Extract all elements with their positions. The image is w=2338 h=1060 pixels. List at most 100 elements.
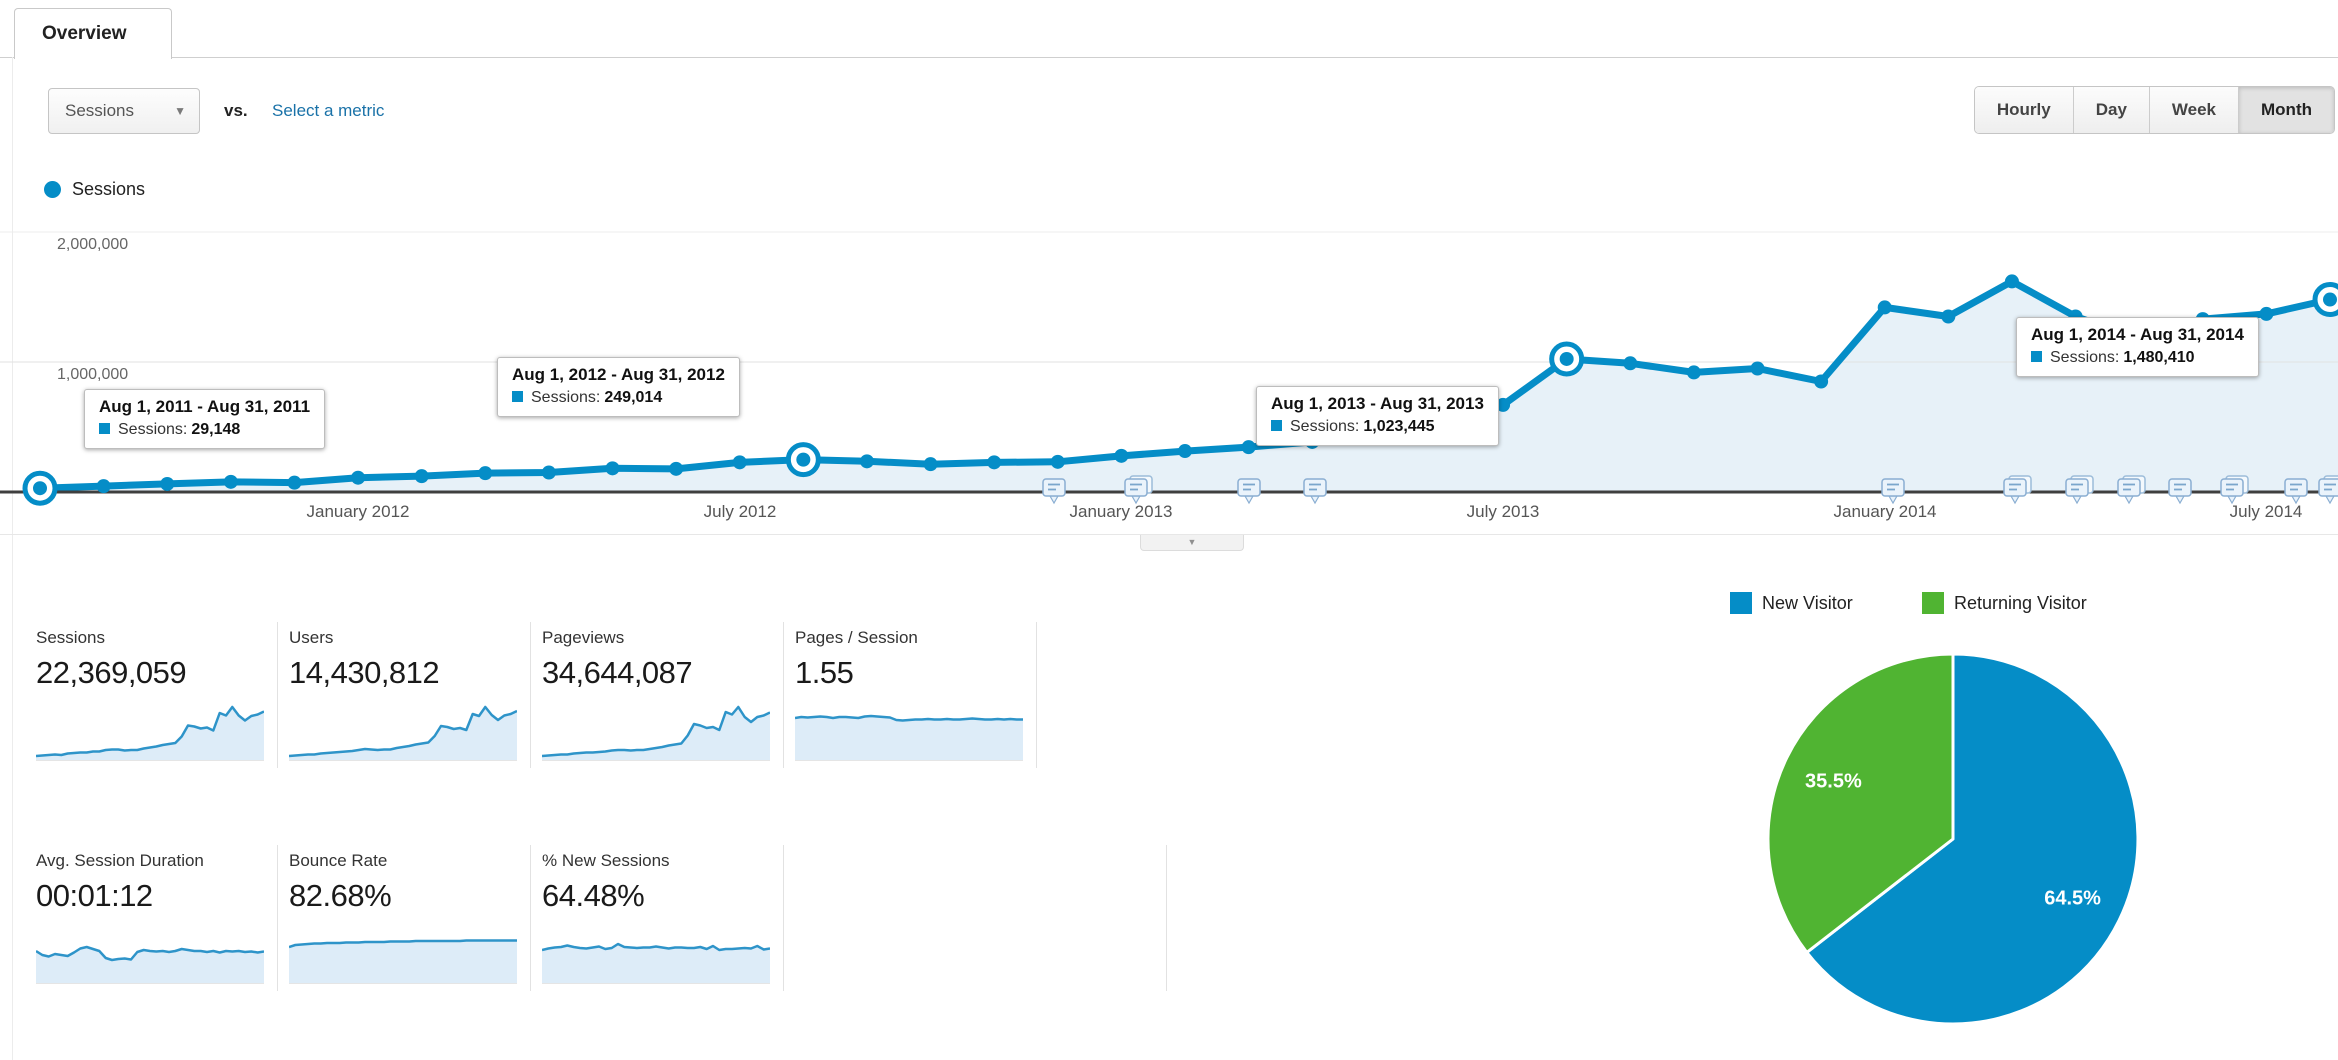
metric-label: Pages / Session — [795, 628, 918, 647]
data-point[interactable] — [669, 461, 684, 476]
series-legend-dot-icon — [44, 181, 61, 198]
highlighted-data-point[interactable] — [2312, 282, 2338, 318]
granularity-hourly-button[interactable]: Hourly — [1974, 87, 2073, 133]
metric-sparkline — [795, 714, 1023, 761]
metric-sparkline — [36, 945, 264, 984]
metric-sparkline — [542, 942, 770, 984]
data-point[interactable] — [541, 465, 556, 480]
granularity-day-button[interactable]: Day — [2072, 87, 2149, 133]
y-axis-tick-2m: 2,000,000 — [57, 236, 129, 253]
annotation-flag-icon[interactable] — [2065, 475, 2094, 505]
metric-label: % New Sessions — [542, 851, 670, 870]
card-separator — [1166, 845, 1167, 991]
data-point[interactable] — [1496, 397, 1511, 412]
highlighted-data-point[interactable] — [22, 470, 58, 506]
data-point[interactable] — [223, 474, 238, 489]
annotation-flag-icon[interactable] — [1303, 478, 1327, 505]
tooltip-metric-value: 1,480,410 — [2123, 349, 2195, 366]
chart-tooltip-2011: Aug 1, 2011 - Aug 31, 2011 Sessions: 29,1… — [84, 389, 326, 449]
metric-label: Pageviews — [542, 628, 625, 647]
card-separator — [277, 622, 278, 768]
annotation-flag-icon[interactable] — [2318, 475, 2338, 505]
annotation-flag-icon[interactable] — [1042, 478, 1066, 505]
annotation-flag-icon[interactable] — [2284, 478, 2308, 505]
data-point[interactable] — [1941, 309, 1956, 324]
data-point[interactable] — [351, 470, 366, 485]
metric-sparkline — [289, 705, 517, 761]
legend-swatch-icon — [1922, 592, 1944, 614]
data-point[interactable] — [1050, 454, 1065, 469]
pie-slice-percentage-label: 35.5% — [1805, 770, 1862, 792]
data-point[interactable] — [859, 454, 874, 469]
data-point[interactable] — [732, 455, 747, 470]
annotation-flag-icon[interactable] — [2003, 475, 2032, 505]
visitor-type-pie-chart[interactable]: 64.5% 35.5% — [1753, 639, 2153, 1039]
sessions-line-chart[interactable] — [0, 150, 2338, 570]
metric-value: 22,369,059 — [36, 655, 187, 690]
data-point[interactable] — [1241, 440, 1256, 455]
chart-tooltip-2013: Aug 1, 2013 - Aug 31, 2013 Sessions: 1,02… — [1256, 386, 1499, 446]
data-point[interactable] — [414, 469, 429, 484]
granularity-week-button[interactable]: Week — [2148, 87, 2239, 133]
metric-value: 34,644,087 — [542, 655, 693, 690]
annotation-flag-icon[interactable] — [2117, 475, 2146, 505]
data-point[interactable] — [605, 461, 620, 476]
vs-label: vs. — [224, 101, 248, 120]
data-point[interactable] — [923, 457, 938, 472]
data-point[interactable] — [2004, 274, 2019, 289]
tooltip-metric-value: 29,148 — [191, 421, 241, 438]
pie-slice-percentage-label: 64.5% — [2044, 888, 2101, 910]
data-point[interactable] — [478, 466, 493, 481]
collapse-chart-button[interactable]: ▼ — [1140, 535, 1244, 551]
x-axis-tick: July 2014 — [2229, 502, 2303, 521]
metric-sparkline — [36, 705, 264, 761]
data-point[interactable] — [1178, 444, 1192, 459]
header-divider — [0, 57, 2338, 58]
select-metric-link[interactable]: Select a metric — [272, 101, 385, 120]
tab-overview[interactable]: Overview — [14, 8, 172, 59]
highlighted-data-point[interactable] — [785, 442, 821, 478]
pie-slice-returning-visitor[interactable] — [1766, 652, 1955, 954]
data-point[interactable] — [1686, 365, 1701, 380]
metric-value: 82.68% — [289, 878, 392, 913]
tooltip-metric-label: Sessions: — [1290, 418, 1360, 435]
metric-value: 64.48% — [542, 878, 645, 913]
annotation-flag-icon[interactable] — [2168, 478, 2192, 505]
data-point[interactable] — [1814, 374, 1829, 389]
metric-sparkline — [542, 705, 770, 761]
tooltip-date-range: Aug 1, 2012 - Aug 31, 2012 — [512, 365, 725, 384]
data-point[interactable] — [1114, 448, 1129, 463]
legend-label: Returning Visitor — [1954, 592, 2087, 613]
series-area-fill — [40, 281, 2338, 492]
card-separator — [277, 845, 278, 991]
annotation-flag-icon[interactable] — [2220, 475, 2249, 505]
annotation-flag-icon[interactable] — [1124, 475, 1153, 505]
data-point[interactable] — [987, 455, 1002, 470]
metric-label: Users — [289, 628, 334, 647]
series-color-swatch-icon — [1271, 420, 1282, 431]
chart-tooltip-2012: Aug 1, 2012 - Aug 31, 2012 Sessions: 249,… — [497, 357, 740, 417]
data-point[interactable] — [1877, 300, 1892, 315]
annotation-flag-icon[interactable] — [1881, 478, 1905, 505]
data-point[interactable] — [1623, 356, 1638, 371]
metric-card-sessions: Sessions 22,369,059 — [36, 628, 268, 761]
tooltip-metric-label: Sessions: — [118, 421, 188, 438]
granularity-month-button[interactable]: Month — [2238, 87, 2334, 133]
y-axis-tick-1m: 1,000,000 — [57, 366, 129, 383]
data-point[interactable] — [160, 476, 175, 491]
data-point[interactable] — [96, 479, 111, 494]
metric-selector-dropdown[interactable]: Sessions ▼ — [48, 88, 200, 134]
pie-slice-new-visitor[interactable] — [1805, 652, 2140, 1026]
metric-card-pages-per-session: Pages / Session 1.55 — [795, 628, 1027, 761]
x-axis-tick: January 2013 — [1069, 502, 1173, 521]
legend-label: New Visitor — [1762, 592, 1853, 613]
metric-value: 00:01:12 — [36, 878, 153, 913]
annotation-flag-icon[interactable] — [1237, 478, 1261, 505]
metric-sparkline — [289, 939, 517, 984]
highlighted-data-point[interactable] — [1549, 341, 1585, 377]
series-color-swatch-icon — [99, 423, 110, 434]
data-point[interactable] — [2259, 306, 2274, 321]
data-point[interactable] — [287, 475, 302, 490]
chevron-down-icon: ▼ — [174, 104, 186, 118]
data-point[interactable] — [1750, 361, 1765, 376]
